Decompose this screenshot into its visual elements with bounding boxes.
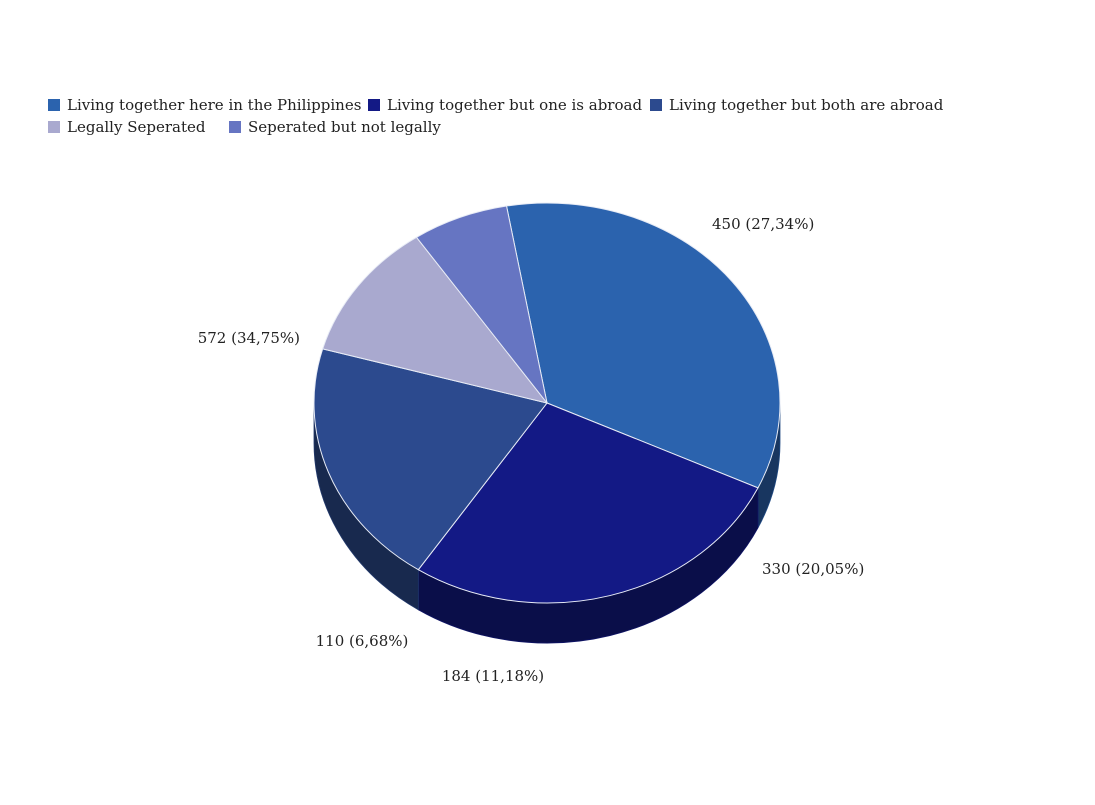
data-label: 330 (20,05%) [762, 560, 864, 578]
legend-label: Seperated but not legally [248, 118, 441, 136]
legend-swatch [229, 121, 241, 133]
pie-slice [415, 205, 548, 404]
pie-slice [322, 236, 549, 404]
legend-item: Seperated but not legally [229, 118, 441, 136]
chart-legend: Living together here in the Philippines … [48, 94, 1048, 138]
pie-slices [313, 202, 781, 604]
legend-swatch [48, 121, 60, 133]
data-labels: 572 (34,75%) 450 (27,34%) 330 (20,05%) 1… [198, 215, 865, 685]
legend-item: Living together here in the Philippines [48, 96, 368, 114]
pie-slice [417, 402, 759, 604]
pie-slice [313, 348, 548, 571]
legend-swatch [650, 99, 662, 111]
legend-row: Living together here in the Philippines … [48, 94, 1048, 116]
legend-swatch [368, 99, 380, 111]
data-label: 184 (11,18%) [442, 667, 544, 685]
legend-label: Living together but one is abroad [387, 96, 643, 114]
data-label: 572 (34,75%) [198, 329, 300, 347]
legend-label: Living together but both are abroad [669, 96, 944, 114]
data-label: 450 (27,34%) [712, 215, 814, 233]
legend-item: Legally Seperated [48, 118, 229, 136]
legend-item: Living together but one is abroad [368, 96, 650, 114]
legend-item: Living together but both are abroad [650, 96, 943, 114]
legend-row: Legally Seperated Seperated but not lega… [48, 116, 1048, 138]
data-label: 110 (6,68%) [316, 632, 409, 650]
legend-label: Living together here in the Philippines [67, 96, 362, 114]
pie-slice [505, 202, 781, 489]
legend-swatch [48, 99, 60, 111]
legend-label: Legally Seperated [67, 118, 206, 136]
